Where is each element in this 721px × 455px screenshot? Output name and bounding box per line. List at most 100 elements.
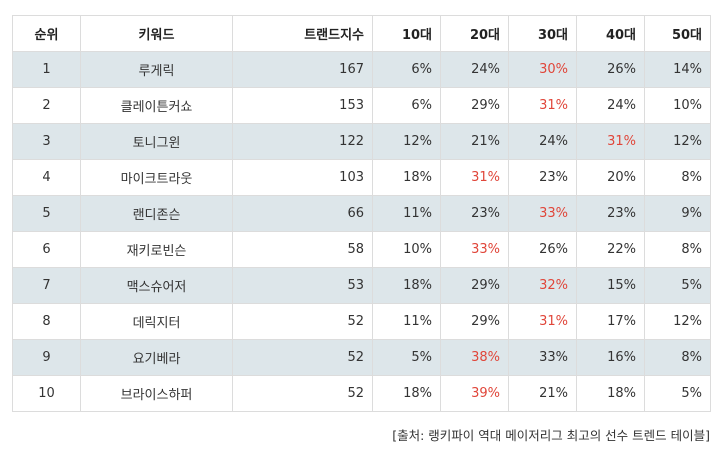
cell-trend-index: 52	[232, 375, 373, 412]
cell-age-50s: 9%	[644, 195, 711, 232]
cell-age-20s: 31%	[440, 159, 509, 196]
cell-rank: 8	[12, 303, 81, 340]
cell-age-40s: 26%	[576, 51, 645, 88]
table-row: 6 재키로빈슨 58 10% 33% 26% 22% 8%	[12, 231, 711, 268]
table-row: 5 랜디존슨 66 11% 23% 33% 23% 9%	[12, 195, 711, 232]
cell-rank: 3	[12, 123, 81, 160]
cell-age-40s: 18%	[576, 375, 645, 412]
cell-age-30s: 31%	[508, 303, 577, 340]
cell-age-40s: 24%	[576, 87, 645, 124]
cell-keyword: 맥스슈어저	[80, 267, 233, 304]
cell-age-40s: 16%	[576, 339, 645, 376]
cell-age-50s: 8%	[644, 159, 711, 196]
header-age-40s: 40대	[576, 15, 645, 52]
cell-age-50s: 5%	[644, 375, 711, 412]
cell-keyword: 요기베라	[80, 339, 233, 376]
cell-age-40s: 23%	[576, 195, 645, 232]
cell-age-30s: 33%	[508, 339, 577, 376]
cell-age-10s: 6%	[372, 51, 441, 88]
cell-age-30s: 24%	[508, 123, 577, 160]
cell-age-50s: 12%	[644, 123, 711, 160]
cell-keyword: 브라이스하퍼	[80, 375, 233, 412]
cell-rank: 4	[12, 159, 81, 196]
cell-age-10s: 6%	[372, 87, 441, 124]
cell-rank: 7	[12, 267, 81, 304]
cell-keyword: 클레이튼커쇼	[80, 87, 233, 124]
cell-age-40s: 22%	[576, 231, 645, 268]
table-row: 7 맥스슈어저 53 18% 29% 32% 15% 5%	[12, 267, 711, 304]
cell-age-50s: 12%	[644, 303, 711, 340]
cell-age-50s: 8%	[644, 231, 711, 268]
cell-age-50s: 5%	[644, 267, 711, 304]
cell-rank: 9	[12, 339, 81, 376]
cell-trend-index: 122	[232, 123, 373, 160]
header-age-30s: 30대	[508, 15, 577, 52]
cell-age-10s: 10%	[372, 231, 441, 268]
cell-age-20s: 29%	[440, 267, 509, 304]
cell-age-20s: 24%	[440, 51, 509, 88]
cell-age-10s: 18%	[372, 267, 441, 304]
table-row: 3 토니그윈 122 12% 21% 24% 31% 12%	[12, 123, 711, 160]
cell-age-30s: 21%	[508, 375, 577, 412]
cell-age-20s: 39%	[440, 375, 509, 412]
cell-age-30s: 32%	[508, 267, 577, 304]
cell-age-30s: 33%	[508, 195, 577, 232]
table-row: 8 데릭지터 52 11% 29% 31% 17% 12%	[12, 303, 711, 340]
cell-keyword: 토니그윈	[80, 123, 233, 160]
cell-age-50s: 8%	[644, 339, 711, 376]
cell-age-20s: 33%	[440, 231, 509, 268]
header-trend-index: 트랜드지수	[232, 15, 373, 52]
cell-keyword: 마이크트라웃	[80, 159, 233, 196]
cell-rank: 6	[12, 231, 81, 268]
header-age-20s: 20대	[440, 15, 509, 52]
cell-trend-index: 167	[232, 51, 373, 88]
cell-age-30s: 30%	[508, 51, 577, 88]
cell-keyword: 재키로빈슨	[80, 231, 233, 268]
table-row: 1 루게릭 167 6% 24% 30% 26% 14%	[12, 51, 711, 88]
cell-trend-index: 153	[232, 87, 373, 124]
cell-age-40s: 15%	[576, 267, 645, 304]
cell-trend-index: 53	[232, 267, 373, 304]
cell-age-20s: 21%	[440, 123, 509, 160]
cell-age-10s: 11%	[372, 195, 441, 232]
trend-table: 순위 키워드 트랜드지수 10대 20대 30대 40대 50대 1 루게릭 167…	[12, 15, 711, 412]
cell-age-30s: 23%	[508, 159, 577, 196]
header-keyword: 키워드	[80, 15, 233, 52]
cell-trend-index: 52	[232, 303, 373, 340]
header-age-50s: 50대	[644, 15, 711, 52]
cell-rank: 10	[12, 375, 81, 412]
header-age-10s: 10대	[372, 15, 441, 52]
cell-age-30s: 31%	[508, 87, 577, 124]
cell-age-50s: 14%	[644, 51, 711, 88]
cell-keyword: 랜디존슨	[80, 195, 233, 232]
cell-trend-index: 52	[232, 339, 373, 376]
cell-age-50s: 10%	[644, 87, 711, 124]
header-row: 순위 키워드 트랜드지수 10대 20대 30대 40대 50대	[12, 15, 711, 52]
cell-age-20s: 29%	[440, 303, 509, 340]
cell-age-20s: 38%	[440, 339, 509, 376]
table-row: 2 클레이튼커쇼 153 6% 29% 31% 24% 10%	[12, 87, 711, 124]
cell-age-10s: 5%	[372, 339, 441, 376]
source-caption: [출처: 랭키파이 역대 메이저리그 최고의 선수 트렌드 테이블]	[392, 428, 710, 443]
cell-trend-index: 103	[232, 159, 373, 196]
cell-age-20s: 29%	[440, 87, 509, 124]
header-rank: 순위	[12, 15, 81, 52]
cell-age-30s: 26%	[508, 231, 577, 268]
cell-age-10s: 18%	[372, 159, 441, 196]
cell-age-10s: 12%	[372, 123, 441, 160]
cell-rank: 5	[12, 195, 81, 232]
cell-age-10s: 18%	[372, 375, 441, 412]
table-row: 4 마이크트라웃 103 18% 31% 23% 20% 8%	[12, 159, 711, 196]
cell-age-40s: 17%	[576, 303, 645, 340]
cell-trend-index: 58	[232, 231, 373, 268]
cell-age-20s: 23%	[440, 195, 509, 232]
cell-trend-index: 66	[232, 195, 373, 232]
cell-age-40s: 20%	[576, 159, 645, 196]
cell-rank: 1	[12, 51, 81, 88]
cell-age-10s: 11%	[372, 303, 441, 340]
cell-rank: 2	[12, 87, 81, 124]
cell-keyword: 루게릭	[80, 51, 233, 88]
table-row: 10 브라이스하퍼 52 18% 39% 21% 18% 5%	[12, 375, 711, 412]
cell-keyword: 데릭지터	[80, 303, 233, 340]
cell-age-40s: 31%	[576, 123, 645, 160]
